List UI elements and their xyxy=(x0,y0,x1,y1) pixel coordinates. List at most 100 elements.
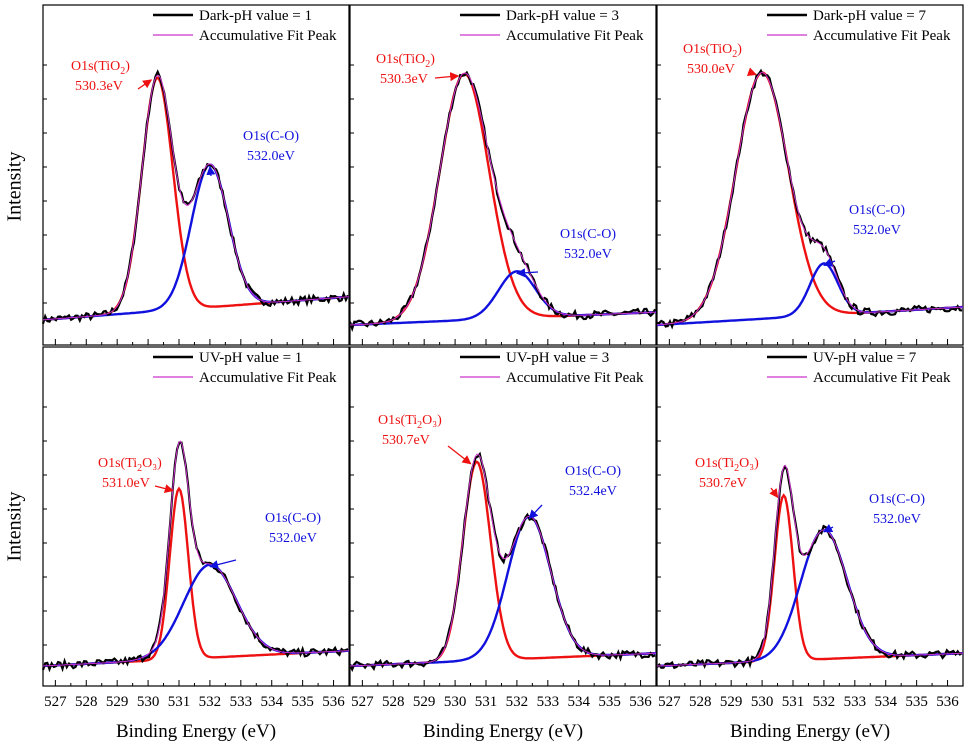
x-tick-label: 528 xyxy=(382,694,405,710)
annotation-tio2-value: 530.3eV xyxy=(75,79,123,94)
annotation-co-value: 532.0eV xyxy=(247,149,295,164)
peak-co-curve xyxy=(349,515,657,668)
annotation-tio2-value: 530.7eV xyxy=(382,433,430,448)
x-tick-label: 535 xyxy=(598,694,621,710)
legend-label-data: UV-pH value = 3 xyxy=(506,350,609,366)
x-tick-label: 527 xyxy=(351,694,374,710)
annotation-arrow xyxy=(769,487,779,499)
legend-label-data: UV-pH value = 1 xyxy=(199,350,302,366)
annotation-co-label: O1s(C-O) xyxy=(243,129,299,144)
annotation-arrow xyxy=(528,504,543,520)
annotation-co-label: O1s(C-O) xyxy=(560,227,616,242)
annotation-co-value: 532.0eV xyxy=(564,247,612,262)
x-tick-label: 531 xyxy=(782,694,805,710)
x-tick-label: 533 xyxy=(537,694,560,710)
legend-label-fit: Accumulative Fit Peak xyxy=(813,370,951,386)
x-tick-label: 534 xyxy=(260,694,283,710)
x-tick-label: 528 xyxy=(689,694,712,710)
annotation-arrow xyxy=(137,79,153,90)
x-tick-label: 527 xyxy=(658,694,681,710)
x-tick-label: 534 xyxy=(874,694,897,710)
annotation-tio2-label: O1s(TiO2) xyxy=(376,52,435,70)
x-tick-label: 535 xyxy=(291,694,314,710)
annotation-co-label: O1s(C-O) xyxy=(565,464,621,479)
peak-tio2-curve xyxy=(349,72,656,327)
panel-uv-ph3: 527 528 529 530 531 532 533 534 535 536 UV-pH valu… xyxy=(349,346,657,710)
x-axis-label-right: Binding Energy (eV) xyxy=(729,721,891,742)
annotation-tio2-label: O1s(Ti2O₃) xyxy=(98,456,162,474)
legend-label-data: Dark-pH value = 1 xyxy=(199,8,312,24)
annotation-tio2-value: 530.7eV xyxy=(699,476,747,491)
annotation-arrow xyxy=(516,268,539,278)
legend-label-fit: Accumulative Fit Peak xyxy=(506,370,644,386)
annotation-tio2-value: 530.0eV xyxy=(687,62,735,77)
x-tick-label: 532 xyxy=(199,694,222,710)
x-tick-label: 536 xyxy=(936,694,959,710)
x-tick-label: 535 xyxy=(905,694,928,710)
x-tick-label: 527 xyxy=(44,694,67,710)
x-tick-label: 529 xyxy=(106,694,129,710)
annotation-arrow xyxy=(746,67,757,77)
annotation-arrow xyxy=(447,445,472,465)
annotation-co-value: 532.0eV xyxy=(269,531,317,546)
annotation-tio2-value: 530.3eV xyxy=(380,72,428,87)
panel-frame xyxy=(349,4,657,346)
annotation-co-value: 532.0eV xyxy=(853,223,901,238)
panel-frame xyxy=(42,4,350,346)
x-tick-label: 528 xyxy=(75,694,98,710)
annotation-tio2-label: O1s(Ti2O₃) xyxy=(378,413,442,431)
legend-label-fit: Accumulative Fit Peak xyxy=(199,28,337,44)
envelope-curve xyxy=(656,71,964,326)
x-tick-label: 532 xyxy=(813,694,836,710)
legend-label-data: Dark-pH value = 3 xyxy=(506,8,619,24)
x-tick-label: 536 xyxy=(629,694,652,710)
x-tick-label: 533 xyxy=(844,694,867,710)
annotation-arrow xyxy=(823,258,836,267)
annotation-tio2-value: 531.0eV xyxy=(102,476,150,491)
x-tick-label: 532 xyxy=(506,694,529,710)
envelope-curve xyxy=(349,453,657,667)
x-tick-label: 530 xyxy=(751,694,774,710)
x-axis-label-middle: Binding Energy (eV) xyxy=(422,721,584,742)
x-axis-label-left: Binding Energy (eV) xyxy=(115,721,277,742)
annotation-arrow xyxy=(209,559,237,570)
annotation-tio2-label: O1s(TiO2) xyxy=(683,42,742,60)
annotation-arrow xyxy=(823,523,834,533)
annotation-arrow xyxy=(434,72,460,82)
annotation-tio2-label: O1s(Ti2O₃) xyxy=(695,456,759,474)
panel-frame xyxy=(656,4,964,346)
legend-label-fit: Accumulative Fit Peak xyxy=(506,28,644,44)
panel-dark-ph7: Dark-pH value = 7 Accumulative Fit Peak O1… xyxy=(656,4,964,346)
raw-data-curve xyxy=(349,451,656,673)
annotation-arrow xyxy=(206,165,216,177)
legend-label-data: UV-pH value = 7 xyxy=(813,350,917,366)
envelope-curve xyxy=(656,464,964,667)
x-tick-label: 529 xyxy=(413,694,436,710)
annotation-arrow xyxy=(154,484,174,494)
annotation-tio2-label: O1s(TiO2) xyxy=(71,59,130,77)
x-tick-label: 530 xyxy=(444,694,467,710)
x-tick-label: 531 xyxy=(168,694,191,710)
legend-label-fit: Accumulative Fit Peak xyxy=(813,28,951,44)
legend-label-data: Dark-pH value = 7 xyxy=(813,8,927,24)
x-tick-label: 530 xyxy=(137,694,160,710)
annotation-co-label: O1s(C-O) xyxy=(265,511,321,526)
panel-frame xyxy=(656,346,964,687)
legend-label-fit: Accumulative Fit Peak xyxy=(199,370,337,386)
panel-frame xyxy=(42,346,350,687)
envelope-curve xyxy=(349,72,656,326)
annotation-co-value: 532.0eV xyxy=(873,512,921,527)
annotation-co-label: O1s(C-O) xyxy=(869,492,925,507)
x-tick-label: 531 xyxy=(475,694,498,710)
x-tick-label: 533 xyxy=(230,694,253,710)
x-tick-label: 529 xyxy=(720,694,743,710)
annotation-co-label: O1s(C-O) xyxy=(849,203,905,218)
x-tick-label: 536 xyxy=(322,694,345,710)
annotation-co-value: 532.4eV xyxy=(569,484,617,499)
panel-frame xyxy=(349,346,657,687)
envelope-curve xyxy=(42,74,350,321)
panel-uv-ph7: 527 528 529 530 531 532 533 534 535 536 UV-pH valu… xyxy=(656,346,964,710)
x-tick-label: 534 xyxy=(567,694,590,710)
